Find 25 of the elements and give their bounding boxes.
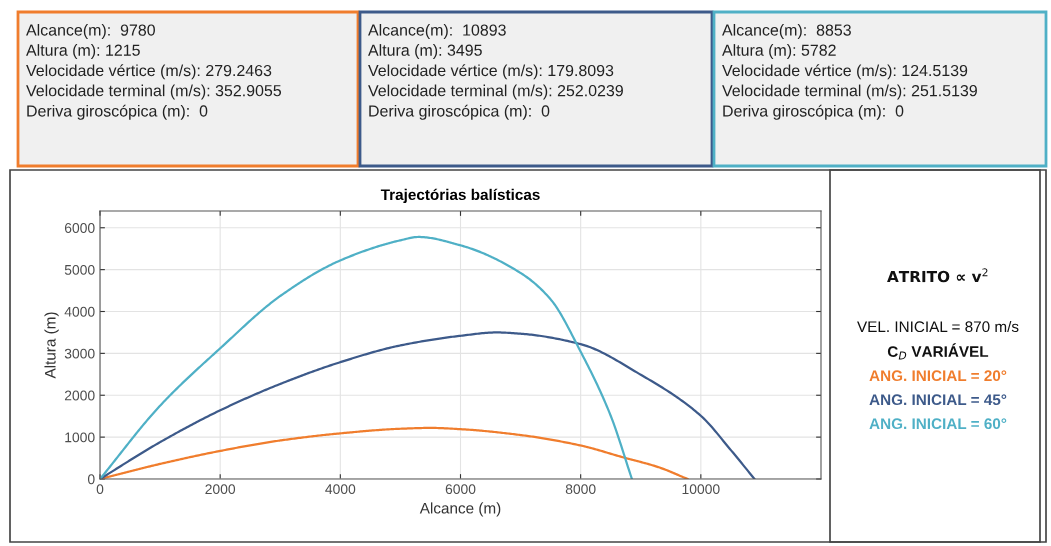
x-tick-label: 4000 (325, 484, 356, 495)
y-tick-label: 6000 (64, 223, 95, 233)
x-tick-label: 10000 (682, 484, 720, 495)
text: ATRITO ∝ v$^{2}$ (887, 268, 988, 283)
text: Alcance(m): 8853 Altura (m): 5782 Velocidade vértice (m/s): 124.5139 Velocidade terminal (m/s): 251.5139 Deriva giroscópica (m): 0 (722, 24, 977, 120)
chart-title: Trajectórias balísticas (380, 188, 540, 204)
y-tick-label: 5000 (64, 264, 95, 275)
y-tick-label: 1000 (65, 432, 95, 443)
text: ANG. INICIAL = 60° (869, 418, 1007, 430)
text: ANG. INICIAL = 20° (869, 370, 1007, 382)
y-tick-label: 3000 (64, 348, 95, 359)
text: ANG. INICIAL = 45° (869, 394, 1007, 406)
text: VEL. INICIAL = 870 m/s (857, 320, 1019, 333)
x-tick-label: 2000 (205, 484, 236, 495)
x-tick-label: 6000 (445, 484, 476, 495)
text: C$_{D}$ VARIÁVEL (887, 343, 989, 360)
x-axis-title: Alcance (m) (419, 502, 501, 517)
y-tick-label: 4000 (64, 306, 95, 317)
y-tick-label: 2000 (64, 390, 95, 401)
x-tick-label: 0 (96, 484, 104, 495)
y-tick-label: 0 (87, 474, 95, 485)
y-axis-title: Altura (m) (44, 312, 59, 379)
text: Alcance(m): 9780 Altura (m): 1215 Velocidade vértice (m/s): 279.2463 Velocidade terminal (m/s): 352.9055 Deriva giroscópica (m): 0 (26, 24, 282, 120)
text: Alcance(m): 10893 Altura (m): 3495 Velocidade vértice (m/s): 179.8093 Velocidade terminal (m/s): 252.0239 Deriva giroscópica (m): 0 (368, 24, 623, 120)
x-tick-label: 8000 (565, 484, 596, 495)
